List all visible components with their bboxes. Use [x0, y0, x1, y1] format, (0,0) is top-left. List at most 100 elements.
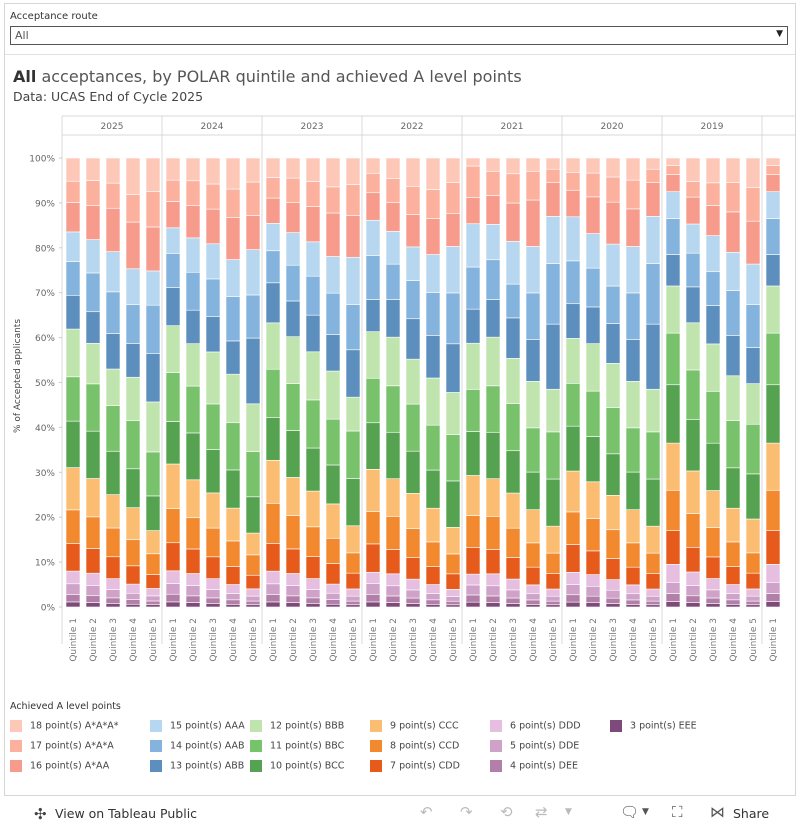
bar-segment: [505, 173, 521, 204]
bar-segment: [485, 157, 501, 172]
undo-icon[interactable]: ↶: [420, 803, 433, 821]
quintile-label: Quintile 5: [349, 618, 359, 662]
bar-segment: [345, 604, 361, 608]
bar-segment: [205, 578, 221, 590]
bar-segment: [465, 594, 481, 603]
bar-segment: [105, 578, 121, 590]
legend-item[interactable]: 10 point(s) BCC: [250, 760, 344, 772]
bar-segment: [605, 243, 621, 287]
bar-segment: [285, 430, 301, 478]
bar-segment: [345, 304, 361, 351]
comment-icon[interactable]: 🗨: [620, 803, 640, 821]
bar-segment: [265, 502, 281, 544]
bar-segment: [645, 478, 661, 527]
bar-segment: [405, 597, 421, 604]
chevron-down-icon[interactable]: ▼: [776, 29, 783, 39]
fullscreen-icon[interactable]: ⛶: [672, 803, 683, 821]
share-button[interactable]: Share: [733, 806, 770, 821]
view-on-tableau-public-link[interactable]: View on Tableau Public: [55, 806, 198, 821]
legend-item[interactable]: 7 point(s) CDD: [370, 760, 460, 772]
quintile-label: Quintile 4: [729, 618, 739, 662]
chart-subtitle: Data: UCAS End of Cycle 2025: [13, 89, 204, 104]
bar-segment: [545, 168, 561, 183]
bar-segment: [705, 271, 721, 306]
bar-segment: [145, 226, 161, 272]
legend-item[interactable]: 13 point(s) ABB: [150, 760, 244, 772]
bar-segment: [425, 335, 441, 379]
legend-item[interactable]: 3 point(s) EEE: [610, 720, 697, 732]
bar-segment: [225, 188, 241, 218]
bar-segment: [165, 179, 181, 202]
quintile-label: Quintile 1: [469, 618, 479, 662]
bar-segment: [545, 595, 561, 602]
bar-segment: [285, 383, 301, 431]
bar-segment: [345, 525, 361, 554]
bar-segment: [505, 202, 521, 242]
revert-icon[interactable]: ⟲: [500, 803, 513, 821]
bar-segment: [625, 604, 641, 608]
redo-icon[interactable]: ↷: [460, 803, 473, 821]
bar-segment: [745, 187, 761, 222]
bar-segment: [725, 290, 741, 336]
legend-item[interactable]: 9 point(s) CCC: [370, 720, 459, 732]
bar-segment: [145, 304, 161, 354]
bar-segment: [305, 206, 321, 243]
bar-segment: [205, 351, 221, 405]
bar-segment: [265, 177, 281, 199]
refresh-icon[interactable]: ⇄: [535, 803, 548, 821]
bar-segment: [705, 390, 721, 444]
year-header: 2022: [401, 122, 424, 132]
legend-item[interactable]: 5 point(s) DDE: [490, 740, 579, 752]
bar-segment: [705, 235, 721, 273]
bar-segment: [625, 471, 641, 510]
bar-segment: [765, 332, 781, 386]
legend-item[interactable]: 14 point(s) AAB: [150, 740, 245, 752]
bar-segment: [665, 332, 681, 386]
bar-segment: [345, 184, 361, 216]
legend-swatch: [250, 760, 262, 772]
bar-segment: [245, 403, 261, 452]
legend-item[interactable]: 6 point(s) DDD: [490, 720, 581, 732]
bar-segment: [585, 343, 601, 392]
chevron-down-icon[interactable]: ▼: [565, 807, 572, 817]
bar-segment: [625, 427, 641, 473]
bar-segment: [665, 601, 681, 608]
bar-segment: [745, 572, 761, 590]
legend-item[interactable]: 17 point(s) A*A*A: [10, 740, 114, 752]
quintile-label: Quintile 1: [669, 618, 679, 662]
bar-segment: [385, 178, 401, 203]
legend-item[interactable]: 18 point(s) A*A*A*: [10, 720, 118, 732]
legend-item[interactable]: 16 point(s) A*AA: [10, 760, 109, 772]
quintile-label: Quintile 4: [429, 618, 439, 662]
bar-segment: [285, 548, 301, 574]
bar-segment: [465, 515, 481, 548]
bar-segment: [625, 381, 641, 429]
bar-segment: [705, 578, 721, 591]
bar-segment: [205, 492, 221, 529]
legend-item[interactable]: 8 point(s) CCD: [370, 740, 459, 752]
legend-label: 16 point(s) A*AA: [30, 760, 110, 772]
bar-segment: [145, 553, 161, 575]
bar-segment: [585, 436, 601, 483]
bar-segment: [545, 573, 561, 590]
tableau-logo-icon[interactable]: ✣: [34, 805, 47, 823]
quintile-label: Quintile 3: [509, 618, 519, 662]
share-icon[interactable]: ⋈: [710, 803, 725, 821]
legend-item[interactable]: 12 point(s) BBB: [250, 720, 344, 732]
filter-selected-value: All: [15, 29, 29, 42]
bar-segment: [425, 541, 441, 567]
legend-item[interactable]: 4 point(s) DEE: [490, 760, 578, 772]
bar-segment: [125, 565, 141, 585]
bar-segment: [745, 263, 761, 305]
bar-segment: [245, 554, 261, 576]
legend-item[interactable]: 15 point(s) AAA: [150, 720, 245, 732]
bar-segment: [345, 349, 361, 398]
chevron-down-icon[interactable]: ▼: [642, 807, 649, 817]
bar-segment: [305, 589, 321, 599]
acceptance-route-select[interactable]: All ▼: [10, 26, 788, 45]
quintile-label: Quintile 5: [249, 618, 259, 662]
bar-segment: [85, 239, 101, 274]
bar-segment: [645, 595, 661, 602]
bar-segment: [585, 585, 601, 597]
legend-item[interactable]: 11 point(s) BBC: [250, 740, 344, 752]
